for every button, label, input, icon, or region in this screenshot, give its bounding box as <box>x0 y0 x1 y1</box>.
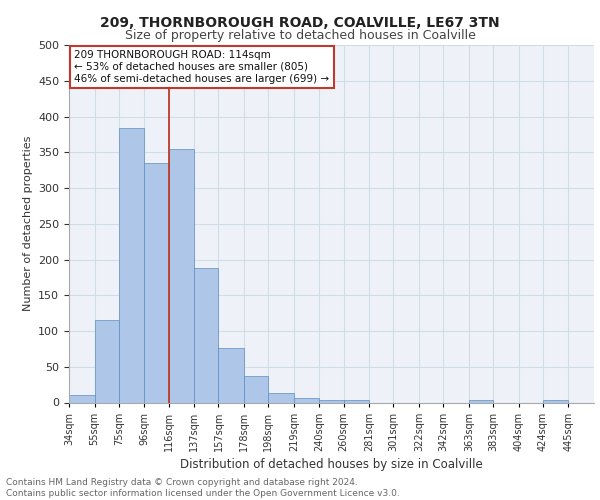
Text: Contains HM Land Registry data © Crown copyright and database right 2024.
Contai: Contains HM Land Registry data © Crown c… <box>6 478 400 498</box>
X-axis label: Distribution of detached houses by size in Coalville: Distribution of detached houses by size … <box>180 458 483 471</box>
Bar <box>469 400 493 402</box>
Bar <box>169 150 194 402</box>
Bar <box>194 268 218 402</box>
Bar <box>145 163 169 402</box>
Bar <box>543 400 568 402</box>
Bar <box>69 394 95 402</box>
Bar <box>218 348 244 403</box>
Bar <box>95 320 119 402</box>
Bar <box>344 400 369 402</box>
Text: 209, THORNBOROUGH ROAD, COALVILLE, LE67 3TN: 209, THORNBOROUGH ROAD, COALVILLE, LE67 … <box>100 16 500 30</box>
Bar <box>119 128 145 402</box>
Bar <box>319 400 344 402</box>
Text: 209 THORNBOROUGH ROAD: 114sqm
← 53% of detached houses are smaller (805)
46% of : 209 THORNBOROUGH ROAD: 114sqm ← 53% of d… <box>74 50 329 84</box>
Bar <box>294 398 319 402</box>
Bar <box>268 393 294 402</box>
Y-axis label: Number of detached properties: Number of detached properties <box>23 136 32 312</box>
Bar <box>244 376 268 402</box>
Text: Size of property relative to detached houses in Coalville: Size of property relative to detached ho… <box>125 29 475 42</box>
